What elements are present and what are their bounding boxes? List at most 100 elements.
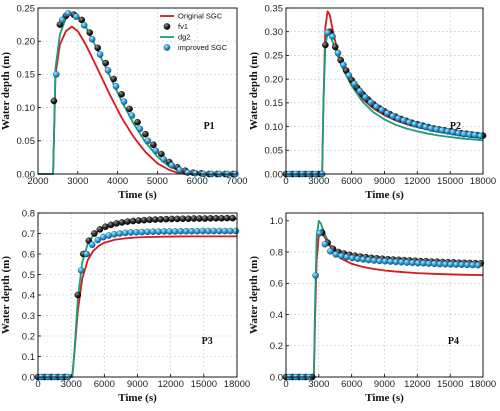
legend-label-fv1: fv1: [178, 22, 188, 31]
y-tick-label: 0.7: [22, 229, 35, 240]
data-point-fv1: [129, 217, 137, 225]
data-point-improved: [149, 228, 157, 235]
data-point-improved: [392, 258, 400, 266]
legend-swatch-fv1: [163, 23, 171, 30]
data-point-improved: [337, 252, 345, 260]
data-point-improved: [58, 16, 66, 24]
x-tick-label: 18000: [470, 176, 496, 187]
data-point-fv1: [102, 223, 109, 231]
data-point-improved: [199, 227, 207, 235]
y-axis-label: Water depth (m): [0, 256, 12, 334]
x-tick-label: 9000: [374, 379, 395, 390]
data-point-improved: [433, 126, 440, 133]
data-point-improved: [204, 227, 212, 235]
data-point-improved: [327, 247, 334, 255]
data-point-improved: [359, 256, 367, 263]
data-point-fv1: [94, 44, 101, 52]
x-tick-label: 2000: [27, 176, 48, 187]
data-point-improved: [88, 35, 96, 43]
data-point-fv1: [331, 43, 339, 51]
x-tick-label: 18000: [224, 379, 250, 390]
data-point-improved: [133, 228, 140, 236]
data-point-improved: [365, 256, 372, 264]
y-tick-label: 0.2: [22, 331, 35, 342]
data-point-improved: [105, 232, 113, 239]
data-point-improved: [80, 21, 88, 29]
x-axis-label: Time (s): [118, 392, 157, 404]
legend-item-improved: improved SGC: [163, 43, 228, 52]
data-point-improved: [116, 230, 124, 237]
data-point-fv1: [157, 216, 165, 223]
data-point-improved: [343, 253, 351, 261]
y-tick-label: 0.0: [270, 372, 283, 383]
data-point-improved: [166, 228, 173, 235]
x-tick-label: 12000: [404, 379, 430, 390]
y-tick-label: 0.15: [265, 98, 284, 109]
data-point-improved: [122, 229, 129, 237]
y-tick-label: 0.8: [270, 247, 283, 258]
series-line-dg2: [38, 12, 237, 175]
y-tick-label: 0.20: [17, 37, 36, 48]
data-point-improved: [110, 231, 118, 238]
data-point-improved: [127, 229, 135, 236]
x-tick-label: 5000: [147, 176, 168, 187]
panel-p4: 0 3000 6000 9000 12000 15000 18000 0.0 0.2 0.4 0.6…: [248, 212, 496, 404]
data-point-fv1: [212, 215, 220, 222]
data-point-improved: [168, 162, 176, 169]
x-tick-label: 3000: [61, 379, 82, 390]
data-point-improved: [312, 272, 319, 279]
data-point-improved: [436, 260, 444, 268]
data-point-fv1: [118, 219, 126, 226]
data-point-fv1: [151, 216, 159, 223]
data-point-improved: [160, 156, 168, 163]
data-point-improved: [398, 258, 405, 266]
panel-label: P1: [204, 121, 215, 132]
data-point-improved: [334, 49, 342, 57]
y-tick-label: 0.1: [22, 352, 35, 363]
y-tick-label: 0.10: [17, 103, 36, 114]
data-point-improved: [152, 147, 160, 155]
data-point-improved: [463, 261, 471, 269]
panel-label: P3: [202, 336, 213, 347]
data-point-improved: [88, 241, 96, 249]
data-point-improved: [362, 93, 369, 101]
x-tick-label: 0: [35, 379, 40, 390]
axes-frame: [37, 7, 238, 175]
x-tick-label: 0: [283, 379, 288, 390]
y-tick-label: 0.35: [265, 3, 284, 14]
x-tick-label: 6000: [341, 379, 362, 390]
x-axis-label: Time (s): [365, 189, 404, 201]
y-axis-label: Water depth (m): [248, 52, 260, 130]
data-point-improved: [378, 106, 386, 114]
legend-label-original: Original SGC: [178, 12, 223, 21]
data-point-improved: [441, 260, 449, 268]
data-point-improved: [210, 227, 218, 235]
x-tick-label: 9000: [374, 176, 395, 187]
data-point-improved: [216, 227, 223, 235]
x-tick-label: 6000: [94, 379, 115, 390]
data-point-improved: [83, 250, 90, 258]
data-point-improved: [227, 227, 234, 235]
data-point-fv1: [173, 215, 181, 223]
x-tick-label: 12000: [404, 176, 430, 187]
data-point-fv1: [179, 215, 187, 223]
data-point-improved: [171, 228, 179, 235]
x-tick-label: 6000: [341, 176, 362, 187]
data-point-improved: [466, 131, 473, 138]
y-tick-label: 0.00: [17, 169, 36, 180]
x-tick-label: 9000: [127, 379, 148, 390]
x-tick-label: 7000: [226, 176, 247, 187]
data-point-fv1: [322, 41, 329, 49]
data-point-improved: [316, 230, 323, 237]
data-point-improved: [351, 80, 358, 88]
data-point-improved: [416, 122, 424, 129]
data-point-improved: [94, 236, 101, 244]
data-point-improved: [458, 261, 465, 268]
data-point-fv1: [134, 118, 141, 126]
data-point-fv1: [124, 218, 131, 225]
y-axis-label: Water depth (m): [248, 256, 260, 334]
y-tick-label: 0.6: [270, 279, 283, 290]
data-point-improved: [447, 261, 455, 268]
